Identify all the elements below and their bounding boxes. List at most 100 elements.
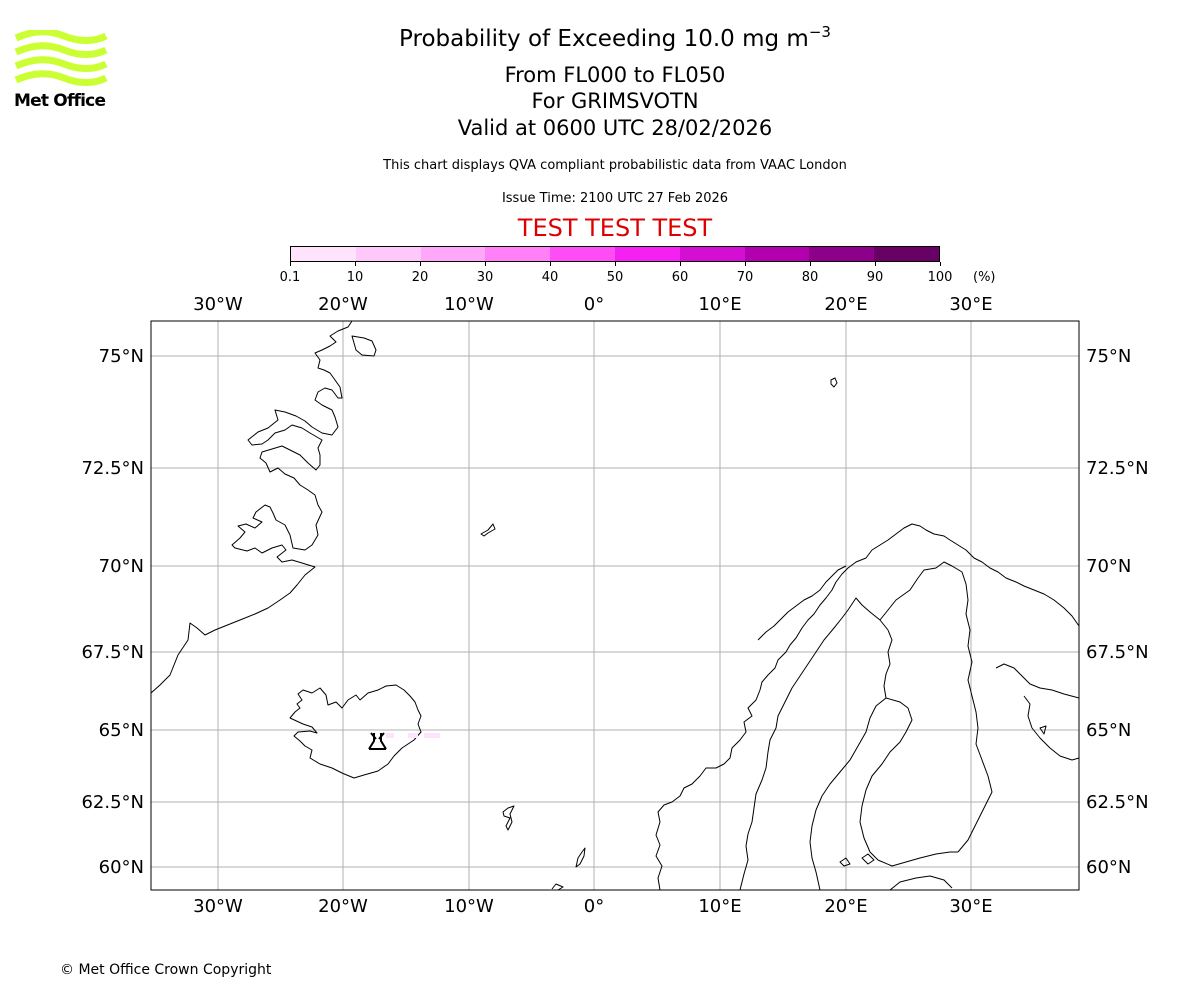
probability-colorbar xyxy=(290,246,940,262)
norway-coast xyxy=(655,523,1080,891)
graticule-labels: 30°W 30°W 20°W 20°W 10°W 10°W 0° 0° 10°E 10°E 20°E… xyxy=(81,294,1148,917)
longitude-label-bottom: 20°E xyxy=(824,896,867,917)
coastlines xyxy=(150,320,1080,891)
colorbar-tick-label: 0.1 xyxy=(279,270,301,285)
gulf-of-bothnia xyxy=(809,697,913,891)
norway-finland-border xyxy=(879,567,937,621)
latitude-label-left: 65°N xyxy=(99,720,144,741)
longitude-label-bottom: 0° xyxy=(584,896,604,917)
colorbar-tick-label: 50 xyxy=(606,270,624,285)
latitude-label-right: 72.5°N xyxy=(1086,458,1149,479)
plume-cell xyxy=(386,733,394,738)
greenland-coast xyxy=(150,320,353,694)
finland-south-coast xyxy=(877,851,958,867)
latitude-label-left: 60°N xyxy=(99,857,144,878)
kola-white-sea xyxy=(995,663,1080,761)
scotland-fragment xyxy=(551,883,564,891)
map-frame xyxy=(150,320,1080,891)
latitude-label-left: 70°N xyxy=(99,556,144,577)
latitude-label-right: 60°N xyxy=(1086,857,1131,878)
colorbar-segment-8 xyxy=(809,247,875,261)
shetland xyxy=(575,847,586,868)
colorbar-tick-label: 70 xyxy=(736,270,754,285)
longitude-label-bottom: 30°W xyxy=(193,896,243,917)
latitude-label-right: 67.5°N xyxy=(1086,642,1149,663)
longitude-label-top: 20°W xyxy=(318,294,368,315)
colorbar-tick-label: 60 xyxy=(671,270,689,285)
jan-mayen xyxy=(480,523,496,537)
colorbar-segment-4 xyxy=(550,247,615,261)
latitude-label-left: 67.5°N xyxy=(81,642,144,663)
colorbar-tick-label: 90 xyxy=(866,270,884,285)
latitude-label-right: 70°N xyxy=(1086,556,1131,577)
longitude-label-top: 20°E xyxy=(824,294,867,315)
issue-time: Issue Time: 2100 UTC 27 Feb 2026 xyxy=(501,191,729,206)
colorbar-tick-mark xyxy=(549,262,551,266)
chart-title: Probability of Exceeding 10.0 mg m−3 xyxy=(0,23,1200,53)
graticule xyxy=(151,321,1079,890)
sweden-norway-border xyxy=(739,597,889,891)
colorbar-tick-label: 10 xyxy=(346,270,364,285)
colorbar-tick-label: 20 xyxy=(411,270,429,285)
met-office-waves-icon xyxy=(14,28,108,86)
colorbar-tick-label: 40 xyxy=(541,270,559,285)
longitude-label-top: 30°W xyxy=(193,294,243,315)
finland-russia-border xyxy=(935,561,993,853)
faroe-islands xyxy=(502,805,515,831)
longitude-label-bottom: 10°W xyxy=(444,896,494,917)
met-office-logo-text: Met Office xyxy=(14,91,106,111)
latitude-label-right: 62.5°N xyxy=(1086,792,1149,813)
chart-description: This chart displays QVA compliant probab… xyxy=(383,158,847,173)
longitude-label-top: 0° xyxy=(584,294,604,315)
longitude-label-bottom: 30°E xyxy=(949,896,992,917)
test-banner: TEST TEST TEST xyxy=(517,214,713,242)
latitude-label-left: 72.5°N xyxy=(81,458,144,479)
colorbar-tick-mark xyxy=(614,262,616,266)
longitude-label-bottom: 10°E xyxy=(698,896,741,917)
colorbar-tick-mark xyxy=(744,262,746,266)
map-background xyxy=(151,321,1079,890)
colorbar-segment-6 xyxy=(679,247,745,261)
bear-island xyxy=(830,377,838,388)
valid-time: Valid at 0600 UTC 28/02/2026 xyxy=(457,116,773,140)
chart-title-exponent: −3 xyxy=(808,23,831,41)
latitude-label-left: 75°N xyxy=(99,346,144,367)
colorbar-segment-7 xyxy=(744,247,810,261)
longitude-label-top: 10°W xyxy=(444,294,494,315)
colorbar-tick-mark xyxy=(354,262,356,266)
colorbar-tick-label: 100 xyxy=(927,270,953,285)
colorbar-tick-label: 30 xyxy=(476,270,494,285)
colorbar-tick-mark xyxy=(809,262,811,266)
latitude-label-right: 75°N xyxy=(1086,346,1131,367)
longitude-label-top: 30°E xyxy=(949,294,992,315)
volcano-name: For GRIMSVOTN xyxy=(531,89,699,113)
colorbar-segment-3 xyxy=(485,247,551,261)
colorbar-tick-mark xyxy=(679,262,681,266)
colorbar-tick-mark xyxy=(419,262,421,266)
latitude-label-right: 65°N xyxy=(1086,720,1131,741)
ash-plume xyxy=(386,733,440,738)
colorbar-tick-mark xyxy=(289,262,291,266)
chart-title-text: Probability of Exceeding 10.0 mg m xyxy=(399,26,809,52)
copyright-notice: © Met Office Crown Copyright xyxy=(60,962,272,978)
latitude-label-left: 62.5°N xyxy=(81,792,144,813)
longitude-label-top: 10°E xyxy=(698,294,741,315)
plume-cell xyxy=(424,733,440,738)
baltic-fragment xyxy=(889,875,953,891)
met-office-logo: Met Office xyxy=(14,28,109,112)
flight-level-range: From FL000 to FL050 xyxy=(504,63,726,87)
sweden-finland-border xyxy=(883,629,893,699)
colorbar-segment-2 xyxy=(420,247,486,261)
longitude-label-bottom: 20°W xyxy=(318,896,368,917)
aland xyxy=(839,853,875,867)
volcano-symbol-icon xyxy=(368,732,387,750)
norway-islands xyxy=(757,565,847,641)
colorbar-segment-0 xyxy=(291,247,356,261)
colorbar-tick-label: 80 xyxy=(801,270,819,285)
colorbar-tick-mark xyxy=(484,262,486,266)
colorbar-tick-mark xyxy=(874,262,876,266)
greenland-island xyxy=(351,335,377,357)
colorbar-segment-9 xyxy=(874,247,939,261)
colorbar-tick-mark xyxy=(939,262,941,266)
